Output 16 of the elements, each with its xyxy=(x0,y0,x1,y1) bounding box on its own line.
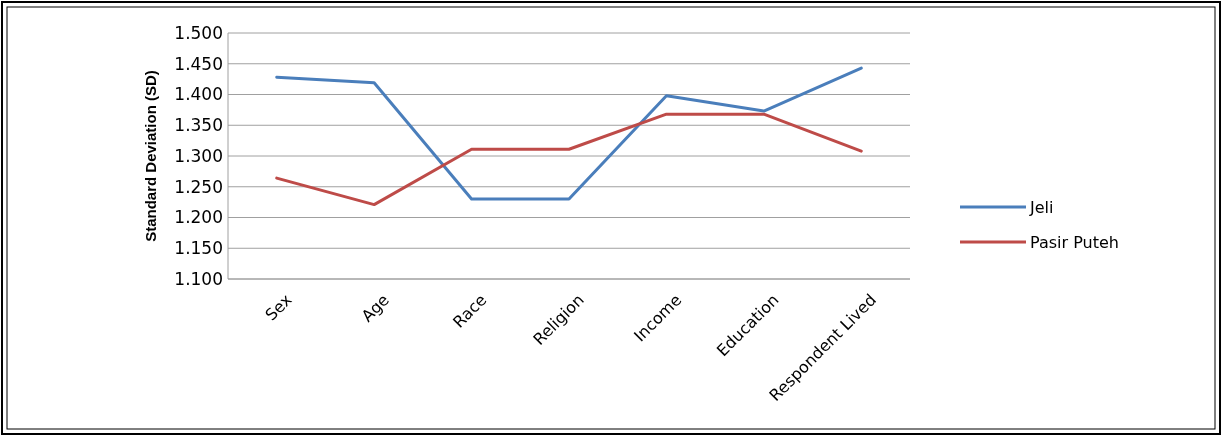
y-tick-label: 1.500 xyxy=(174,22,223,43)
x-tick-label: Sex xyxy=(261,290,296,325)
y-tick-label: 1.100 xyxy=(174,268,223,289)
line-series xyxy=(275,66,863,201)
y-axis-title: Standard Deviation (SD) xyxy=(142,70,159,242)
y-tick-label: 1.200 xyxy=(174,207,223,228)
legend-label: Pasir Puteh xyxy=(1030,232,1119,252)
line-series xyxy=(275,112,863,207)
y-tick-label: 1.350 xyxy=(174,115,223,136)
y-tick-label: 1.300 xyxy=(174,145,223,166)
x-tick-label: Age xyxy=(357,290,393,326)
y-tick-label: 1.450 xyxy=(174,53,223,74)
y-tick-label: 1.400 xyxy=(174,84,223,105)
y-tick-label: 1.250 xyxy=(174,176,223,197)
y-tick-label: 1.150 xyxy=(174,238,223,259)
legend-label: Jeli xyxy=(1029,197,1054,217)
